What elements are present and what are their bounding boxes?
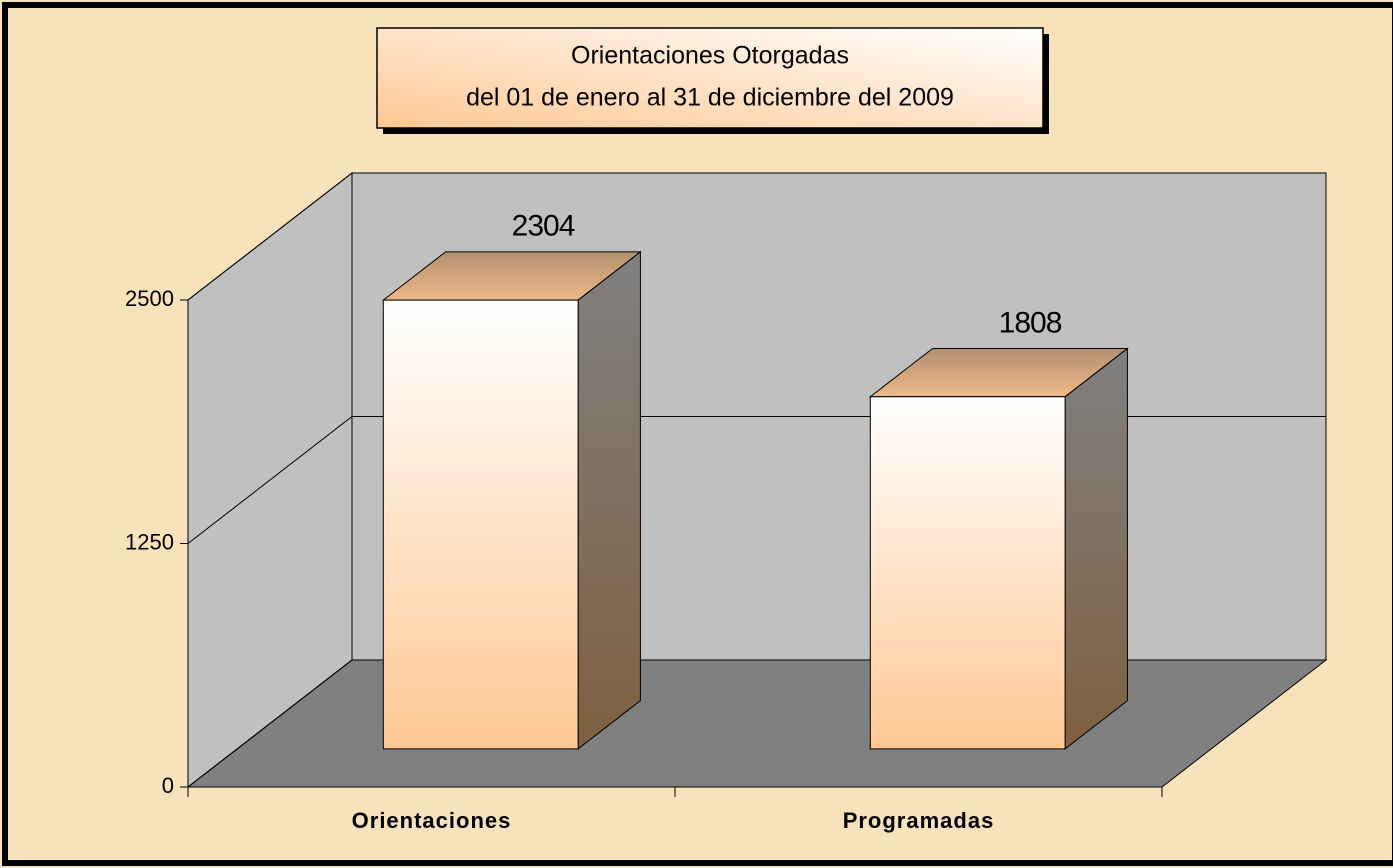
floor [186,659,1328,788]
data-label: 1808 [999,306,1062,339]
chart-title: Orientaciones Otorgadas [571,42,849,70]
bar [381,250,642,750]
plot-area: 0 1250 2500 Orientaciones 2304 Programadas 180… [125,171,1328,833]
title-box [376,27,1044,129]
chart-subtitle: del 01 de enero al 31 de diciembre del 2… [466,84,954,112]
bar-front [382,299,579,750]
data-label: 2304 [512,210,575,243]
y-tick-label: 0 [162,773,174,798]
grid-line [187,172,1326,301]
bar-side [577,250,641,750]
x-tick-label: Orientaciones [352,808,512,833]
y-tick-label: 1250 [125,529,174,554]
bar [868,347,1129,750]
bar-side [1064,347,1128,750]
x-tick-label: Programadas [843,808,995,833]
y-tick-label: 2500 [125,286,174,311]
bar-front [869,396,1066,750]
